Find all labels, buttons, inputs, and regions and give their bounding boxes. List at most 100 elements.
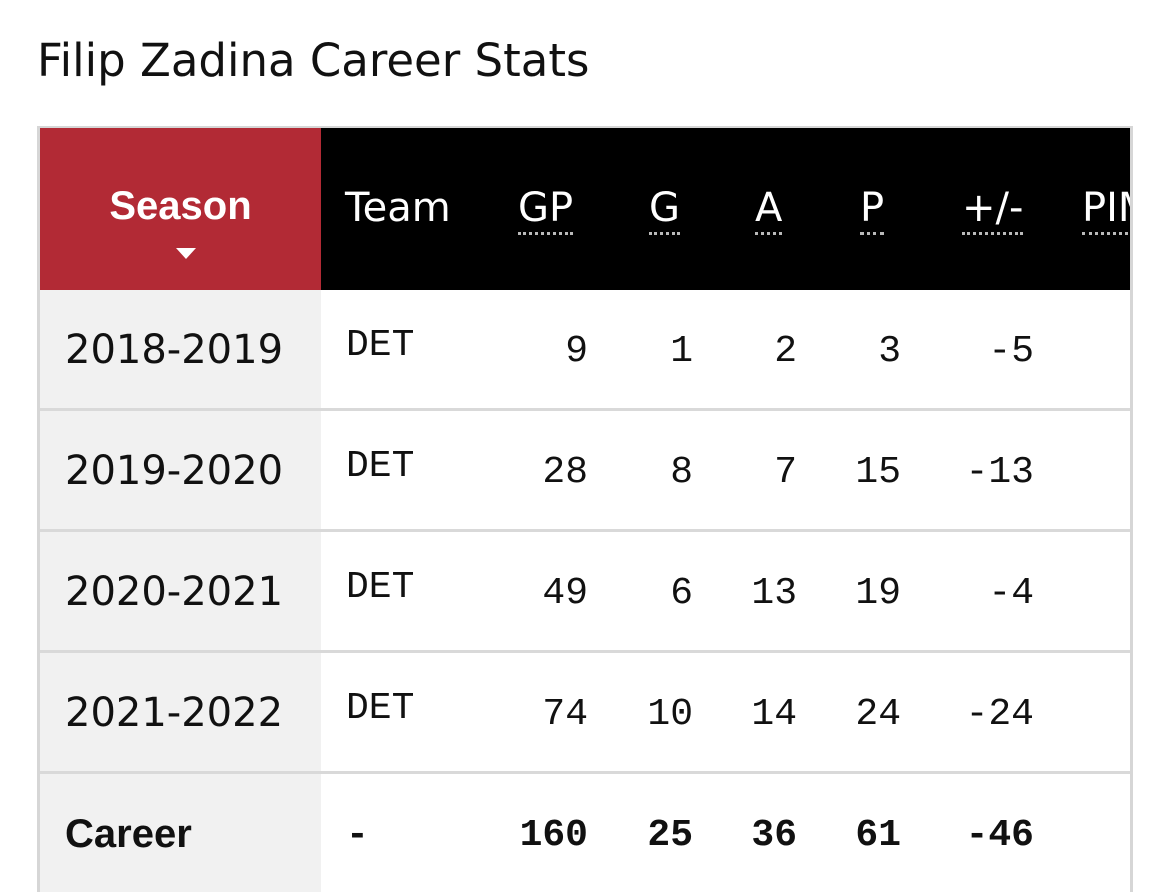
season-value: 2018-2019: [65, 327, 284, 373]
g-value: 10: [647, 693, 693, 736]
gp-value: 9: [565, 330, 588, 373]
season-value: 2021-2022: [65, 690, 284, 736]
p-cell: 61: [805, 774, 901, 892]
p-value: 3: [878, 330, 901, 373]
p-cell: 3: [805, 290, 901, 408]
plus-minus-cell: -24: [910, 653, 1034, 771]
table-header-row: Season Team GP G A P +/- PIM: [40, 128, 1130, 290]
g-column-header[interactable]: G: [649, 128, 689, 290]
pim-column-header[interactable]: PIM: [1082, 128, 1130, 290]
season-cell: 2018-2019: [40, 290, 321, 408]
g-value: 8: [670, 451, 693, 494]
season-column-header[interactable]: Season: [40, 128, 321, 290]
a-header-label: A: [755, 186, 783, 235]
a-value: 2: [774, 330, 797, 373]
a-column-header[interactable]: A: [755, 128, 795, 290]
pim-cell: 1: [1040, 653, 1130, 771]
pim-cell: 1: [1040, 774, 1130, 892]
a-value: 36: [751, 814, 797, 857]
team-column-header[interactable]: Team: [345, 128, 465, 290]
team-value: DET: [346, 324, 415, 367]
season-value: 2019-2020: [65, 448, 284, 494]
gp-value: 74: [542, 693, 588, 736]
gp-cell: 28: [480, 411, 588, 529]
page-title: Filip Zadina Career Stats: [37, 34, 590, 87]
g-cell: 1: [600, 290, 693, 408]
a-value: 14: [751, 693, 797, 736]
plus-minus-cell: -46: [910, 774, 1034, 892]
g-header-label: G: [649, 186, 680, 235]
plus-minus-cell: -4: [910, 532, 1034, 650]
pim-value: 1: [1129, 693, 1130, 737]
team-cell: -: [321, 774, 471, 892]
g-cell: 8: [600, 411, 693, 529]
a-cell: 7: [700, 411, 797, 529]
plus-minus-cell: -13: [910, 411, 1034, 529]
team-value: DET: [346, 566, 415, 609]
gp-cell: 49: [480, 532, 588, 650]
caret-down-icon: [176, 248, 196, 259]
gp-header-label: GP: [518, 186, 574, 235]
p-value: 15: [855, 451, 901, 494]
career-total-row: Career - 160 25 36 61 -46 1: [40, 774, 1130, 892]
team-value: -: [346, 814, 369, 857]
gp-cell: 9: [480, 290, 588, 408]
season-value: 2020-2021: [65, 569, 284, 615]
gp-cell: 74: [480, 653, 588, 771]
plus-minus-cell: -5: [910, 290, 1034, 408]
a-value: 13: [751, 572, 797, 615]
season-cell: 2020-2021: [40, 532, 321, 650]
season-cell: Career: [40, 774, 321, 892]
team-header-label: Team: [345, 185, 451, 231]
p-value: 19: [855, 572, 901, 615]
g-value: 6: [670, 572, 693, 615]
gp-value: 28: [542, 451, 588, 494]
table-row: 2021-2022 DET 74 10 14 24 -24 1: [40, 653, 1130, 774]
g-value: 1: [670, 330, 693, 373]
pim-cell: [1040, 532, 1130, 650]
a-cell: 13: [700, 532, 797, 650]
season-cell: 2021-2022: [40, 653, 321, 771]
plus-minus-value: -24: [965, 693, 1034, 736]
p-value: 61: [855, 814, 901, 857]
p-cell: 24: [805, 653, 901, 771]
gp-value: 160: [519, 814, 588, 857]
team-value: DET: [346, 445, 415, 488]
pim-value: 1: [1129, 814, 1130, 858]
plus-minus-header-label: +/-: [962, 186, 1024, 235]
season-header-label: Season: [109, 184, 252, 228]
p-column-header[interactable]: P: [860, 128, 900, 290]
gp-column-header[interactable]: GP: [518, 128, 588, 290]
team-cell: DET: [321, 411, 471, 529]
career-stats-table[interactable]: Season Team GP G A P +/- PIM: [37, 126, 1133, 892]
g-value: 25: [647, 814, 693, 857]
career-label: Career: [65, 812, 192, 856]
season-cell: 2019-2020: [40, 411, 321, 529]
pim-header-label: PIM: [1082, 186, 1130, 235]
team-value: DET: [346, 687, 415, 730]
gp-value: 49: [542, 572, 588, 615]
plus-minus-value: -4: [988, 572, 1034, 615]
table-row: 2020-2021 DET 49 6 13 19 -4: [40, 532, 1130, 653]
team-cell: DET: [321, 532, 471, 650]
g-cell: 10: [600, 653, 693, 771]
plus-minus-column-header[interactable]: +/-: [962, 128, 1032, 290]
p-header-label: P: [860, 186, 885, 235]
p-cell: 15: [805, 411, 901, 529]
p-cell: 19: [805, 532, 901, 650]
plus-minus-value: -13: [965, 451, 1034, 494]
team-cell: DET: [321, 290, 471, 408]
a-cell: 36: [700, 774, 797, 892]
a-cell: 2: [700, 290, 797, 408]
gp-cell: 160: [480, 774, 588, 892]
pim-cell: [1040, 411, 1130, 529]
g-cell: 6: [600, 532, 693, 650]
pim-cell: [1040, 290, 1130, 408]
team-cell: DET: [321, 653, 471, 771]
g-cell: 25: [600, 774, 693, 892]
plus-minus-value: -5: [988, 330, 1034, 373]
p-value: 24: [855, 693, 901, 736]
table-row: 2018-2019 DET 9 1 2 3 -5: [40, 290, 1130, 411]
a-value: 7: [774, 451, 797, 494]
